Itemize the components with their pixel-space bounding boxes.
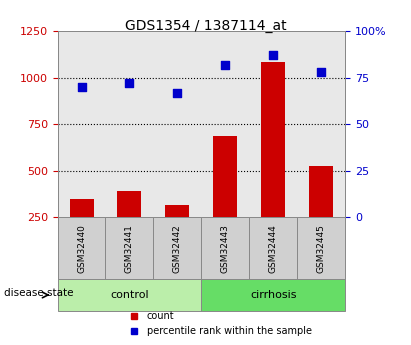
Text: disease state: disease state [4,288,74,298]
Point [126,80,133,86]
Text: control: control [110,290,149,300]
Bar [213,136,237,217]
Text: GSM32442: GSM32442 [173,224,182,273]
Text: GSM32443: GSM32443 [221,224,230,273]
Point [318,69,325,75]
Text: GSM32445: GSM32445 [317,224,326,273]
Bar [118,191,141,217]
Bar [165,205,189,217]
Bar [261,62,285,217]
Point [222,62,229,67]
Text: GSM32441: GSM32441 [125,224,134,273]
Text: GDS1354 / 1387114_at: GDS1354 / 1387114_at [125,19,286,33]
Point [270,52,277,58]
Bar [69,199,94,217]
Text: cirrhosis: cirrhosis [250,290,297,300]
Bar [309,166,333,217]
Text: GSM32444: GSM32444 [269,224,278,273]
Text: GSM32440: GSM32440 [77,224,86,273]
Point [78,84,85,90]
Legend: count, percentile rank within the sample: count, percentile rank within the sample [120,307,315,340]
Point [174,90,181,95]
